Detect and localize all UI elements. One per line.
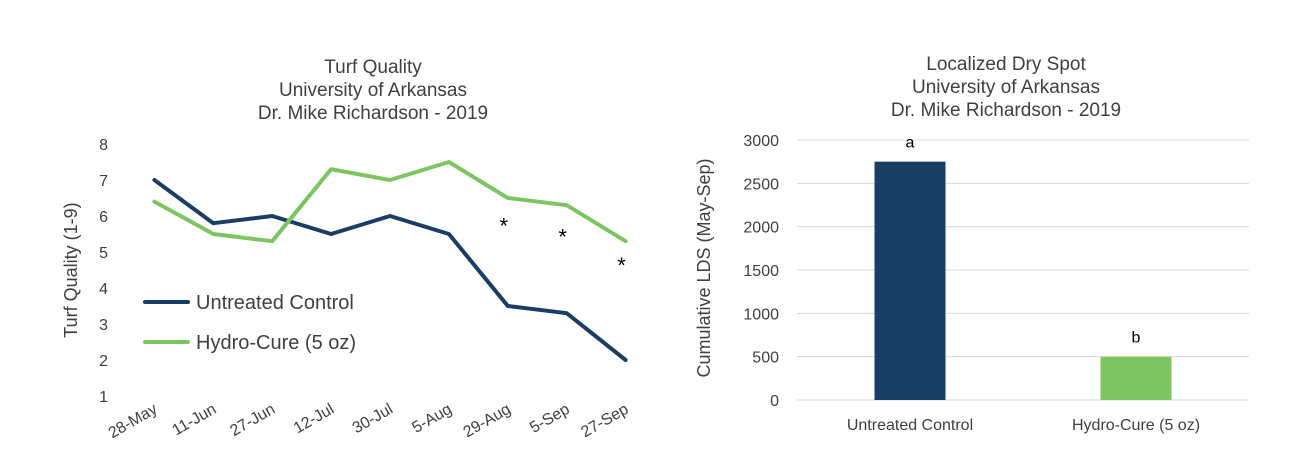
chart-title-line-1: Turf Quality xyxy=(324,57,422,78)
chart-title-line-2: University of Arkansas xyxy=(279,80,467,101)
significance-marker: * xyxy=(617,253,626,278)
y-tick-label: 500 xyxy=(752,350,779,367)
y-axis-ticks: 1 2 3 4 5 6 7 8 xyxy=(99,137,108,406)
chart-title-line-1: Localized Dry Spot xyxy=(926,54,1086,75)
x-tick-label: 27-Jun xyxy=(227,401,278,440)
bar-significance-label: a xyxy=(906,135,915,152)
legend: Untreated Control Hydro-Cure (5 oz) xyxy=(143,292,356,354)
significance-annotations: * * * xyxy=(499,214,626,279)
x-tick-label: 12-Jul xyxy=(291,401,337,438)
y-tick-label: 8 xyxy=(99,137,108,154)
x-tick-label: 29-Aug xyxy=(461,401,514,442)
legend-label: Hydro-Cure (5 oz) xyxy=(196,332,356,354)
x-tick-label: 5-Aug xyxy=(409,401,454,437)
legend-label: Untreated Control xyxy=(196,292,354,314)
significance-marker: * xyxy=(499,214,508,239)
bar xyxy=(1100,356,1172,400)
y-axis-ticks: 0 500 1000 1500 2000 2500 3000 xyxy=(743,133,779,410)
gridlines xyxy=(797,139,1249,401)
y-tick-label: 7 xyxy=(99,173,108,190)
y-tick-label: 1000 xyxy=(743,306,779,323)
y-tick-label: 2000 xyxy=(743,220,779,237)
y-tick-label: 2500 xyxy=(743,176,779,193)
y-tick-label: 1 xyxy=(99,389,108,406)
x-tick-label: 27-Sep xyxy=(578,401,631,442)
x-axis-ticks: 28-May 11-Jun 27-Jun 12-Jul 30-Jul 5-Aug 29-Au… xyxy=(106,401,632,442)
y-axis-title: Turf Quality (1-9) xyxy=(61,202,81,337)
series-line-1 xyxy=(152,178,628,362)
x-tick-label: 11-Jun xyxy=(169,401,219,440)
bar-significance-label: b xyxy=(1132,330,1141,347)
x-axis-ticks: Untreated Control Hydro-Cure (5 oz) xyxy=(847,417,1200,434)
series-lines xyxy=(152,160,628,362)
bar xyxy=(874,161,946,400)
y-tick-label: 3000 xyxy=(743,133,779,150)
lds-chart: Localized Dry Spot University of Arkansas… xyxy=(690,0,1309,465)
y-tick-label: 4 xyxy=(99,281,108,298)
x-tick-label: Hydro-Cure (5 oz) xyxy=(1072,417,1200,434)
y-tick-label: 6 xyxy=(99,209,108,226)
series-line-2 xyxy=(152,160,628,244)
y-tick-label: 5 xyxy=(99,245,108,262)
x-tick-label: 28-May xyxy=(106,401,161,442)
y-axis-title: Cumulative LDS (May-Sep) xyxy=(694,158,714,377)
y-tick-label: 2 xyxy=(99,353,108,370)
y-tick-label: 0 xyxy=(770,393,779,410)
x-tick-label: 30-Jul xyxy=(350,401,396,438)
x-tick-label: 5-Sep xyxy=(527,401,573,437)
x-tick-label: Untreated Control xyxy=(847,417,973,434)
y-tick-label: 1500 xyxy=(743,263,779,280)
y-tick-label: 3 xyxy=(99,317,108,334)
significance-marker: * xyxy=(558,224,567,249)
chart-title-line-3: Dr. Mike Richardson - 2019 xyxy=(258,103,488,124)
turf-quality-chart: Turf Quality University of Arkansas Dr. Mi… xyxy=(61,57,632,442)
bars: ab xyxy=(874,135,1172,400)
chart-title-line-2: University of Arkansas xyxy=(912,77,1100,98)
chart-title-line-3: Dr. Mike Richardson - 2019 xyxy=(891,100,1121,121)
